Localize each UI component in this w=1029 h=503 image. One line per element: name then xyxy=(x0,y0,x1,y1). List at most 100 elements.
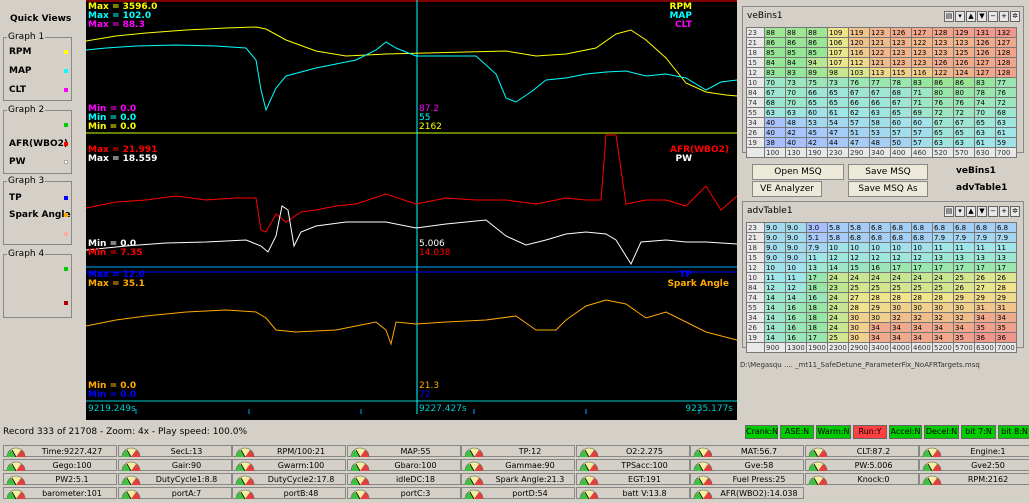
vebins-cell[interactable]: 124 xyxy=(953,67,975,78)
minus-icon[interactable]: − xyxy=(988,11,998,22)
vebins-cell[interactable]: 109 xyxy=(827,27,849,38)
vebins-cell[interactable]: 128 xyxy=(995,57,1017,68)
advtable-cell[interactable]: 6.8 xyxy=(911,232,933,243)
advtable-cell[interactable]: 26 xyxy=(995,272,1017,283)
arrow-up-icon[interactable]: ▲ xyxy=(966,11,976,22)
advtable-cell[interactable]: 36 xyxy=(995,332,1017,343)
graph-1-item-clt[interactable]: CLT xyxy=(9,85,26,95)
advtable-cell[interactable]: 31 xyxy=(995,302,1017,313)
vebins-cell[interactable]: 76 xyxy=(848,77,870,88)
vebins-cell[interactable]: 77 xyxy=(869,77,891,88)
vebins-cell[interactable]: 126 xyxy=(932,57,954,68)
gauge-readout[interactable]: MAT:56.7 xyxy=(690,445,804,458)
graph-3-item-tp[interactable]: TP xyxy=(9,193,22,203)
vebins-cell[interactable]: 84 xyxy=(785,57,807,68)
advtable-cell[interactable]: 14 xyxy=(827,262,849,273)
vebins-cell[interactable]: 83 xyxy=(764,67,786,78)
advtable-cell[interactable]: 18 xyxy=(806,282,828,293)
vebins-cell[interactable]: 65 xyxy=(974,117,996,128)
advtable-cell[interactable]: 12 xyxy=(764,282,786,293)
advtable-cell[interactable]: 34 xyxy=(869,322,891,333)
advtable-cell[interactable]: 27 xyxy=(974,282,996,293)
vebins-cell[interactable]: 127 xyxy=(974,57,996,68)
vebins-cell[interactable]: 57 xyxy=(911,127,933,138)
advtable-cell[interactable]: 11 xyxy=(764,272,786,283)
datalog-graph[interactable]: Max = 3596.0 Max = 102.0 Max = 88.3 RPM … xyxy=(86,0,737,420)
vebins-cell[interactable]: 65 xyxy=(932,127,954,138)
vebins-cell[interactable]: 123 xyxy=(932,47,954,58)
vebins-cell[interactable]: 107 xyxy=(827,57,849,68)
advtable-cell[interactable]: 14 xyxy=(785,292,807,303)
gauge-readout[interactable]: Gwarm:100 xyxy=(232,459,346,472)
vebins-cell[interactable]: 63 xyxy=(869,107,891,118)
folder-icon[interactable]: ▤ xyxy=(944,11,954,22)
advtable-cell[interactable]: 7.9 xyxy=(953,232,975,243)
vebins-cell[interactable]: 115 xyxy=(890,67,912,78)
vebins-cell[interactable]: 129 xyxy=(953,27,975,38)
arrow-down-icon[interactable]: ▼ xyxy=(977,206,987,217)
advtable-cell[interactable]: 32 xyxy=(911,312,933,323)
advtable-cell[interactable]: 17 xyxy=(806,272,828,283)
advtable-cell[interactable]: 27 xyxy=(848,292,870,303)
advtable-cell[interactable]: 9.0 xyxy=(764,242,786,253)
graph-2-item-afr[interactable]: AFR(WBO2) xyxy=(9,139,68,149)
advtable-cell[interactable]: 6.8 xyxy=(911,222,933,233)
vebins-cell[interactable]: 116 xyxy=(848,47,870,58)
advtable-cell[interactable]: 29 xyxy=(869,302,891,313)
vebins-cell[interactable]: 116 xyxy=(911,67,933,78)
vebins-cell[interactable]: 67 xyxy=(953,117,975,128)
vebins-cell[interactable]: 128 xyxy=(995,67,1017,78)
star-icon[interactable]: ✲ xyxy=(1010,11,1020,22)
advtable-cell[interactable]: 11 xyxy=(932,242,954,253)
arrow-up-icon[interactable]: ▲ xyxy=(966,206,976,217)
advtable-cell[interactable]: 24 xyxy=(827,322,849,333)
gauge-readout[interactable]: portB:48 xyxy=(232,487,346,500)
vebins-cell[interactable]: 63 xyxy=(953,137,975,148)
gauge-readout[interactable]: portC:3 xyxy=(346,487,461,500)
advtable-cell[interactable]: 6.8 xyxy=(848,232,870,243)
advtable-cell[interactable]: 7.9 xyxy=(932,232,954,243)
advtable-cell[interactable]: 7.9 xyxy=(806,242,828,253)
vebins-cell[interactable]: 42 xyxy=(785,127,807,138)
advtable-cell[interactable]: 10 xyxy=(911,242,933,253)
gauge-readout[interactable]: barometer:101 xyxy=(3,487,117,500)
vebins-cell[interactable]: 132 xyxy=(995,27,1017,38)
advtable-cell[interactable]: 34 xyxy=(890,332,912,343)
advtable-cell[interactable]: 6.8 xyxy=(869,222,891,233)
vebins-cell[interactable]: 57 xyxy=(848,117,870,128)
gauge-readout[interactable]: Fuel Press:25 xyxy=(690,473,804,486)
advtable-cell[interactable]: 6.8 xyxy=(890,232,912,243)
vebins-cell[interactable]: 76 xyxy=(953,97,975,108)
vebins-cell[interactable]: 123 xyxy=(932,37,954,48)
vebins-cell[interactable]: 68 xyxy=(764,97,786,108)
vebins-cell[interactable]: 65 xyxy=(827,97,849,108)
advtable-cell[interactable]: 34 xyxy=(995,312,1017,323)
gauge-readout[interactable]: RPM:2162 xyxy=(919,473,1029,486)
vebins-cell[interactable]: 127 xyxy=(911,27,933,38)
vebins-cell[interactable]: 121 xyxy=(869,57,891,68)
advtable-cell[interactable]: 11 xyxy=(995,242,1017,253)
gauge-readout[interactable]: EGT:191 xyxy=(575,473,690,486)
vebins-cell[interactable]: 72 xyxy=(953,107,975,118)
advtable-cell[interactable]: 30 xyxy=(890,302,912,313)
vebins-cell[interactable]: 63 xyxy=(785,107,807,118)
advtable-cell[interactable]: 24 xyxy=(827,312,849,323)
advtable-cell[interactable]: 13 xyxy=(974,252,996,263)
vebins-cell[interactable]: 65 xyxy=(890,107,912,118)
vebins-cell[interactable]: 83 xyxy=(974,77,996,88)
vebins-cell[interactable]: 86 xyxy=(785,37,807,48)
advtable-cell[interactable]: 5.8 xyxy=(827,232,849,243)
advtable-cell[interactable]: 34 xyxy=(911,332,933,343)
vebins-cell[interactable]: 48 xyxy=(785,117,807,128)
vebins-cell[interactable]: 72 xyxy=(932,107,954,118)
advtable-cell[interactable]: 25 xyxy=(932,282,954,293)
vebins-cell[interactable]: 126 xyxy=(890,27,912,38)
advtable-cell[interactable]: 16 xyxy=(785,302,807,313)
advtable-cell[interactable]: 17 xyxy=(974,262,996,273)
advtable-cell[interactable]: 11 xyxy=(974,242,996,253)
vebins-cell[interactable]: 88 xyxy=(806,27,828,38)
advtable-cell[interactable]: 12 xyxy=(785,282,807,293)
save-msq-button[interactable]: Save MSQ xyxy=(848,164,928,180)
advtable-cell[interactable]: 9.0 xyxy=(764,232,786,243)
graph-1-item-map[interactable]: MAP xyxy=(9,66,32,76)
